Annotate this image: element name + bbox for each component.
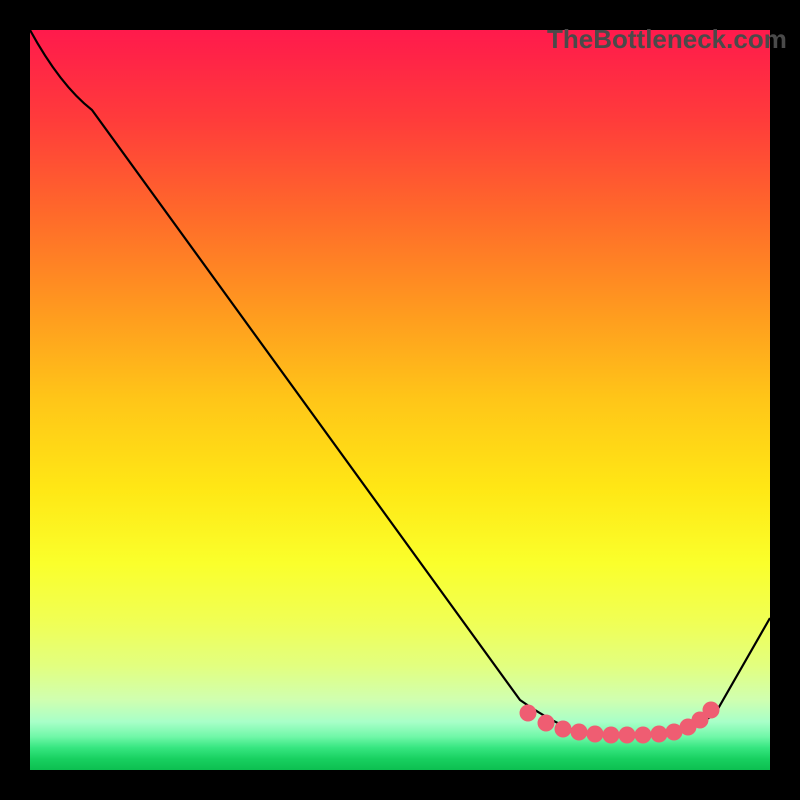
watermark-text: TheBottleneck.com (547, 24, 787, 55)
marker-dot (538, 715, 555, 732)
marker-dot (555, 721, 572, 738)
marker-dot (703, 702, 720, 719)
chart-svg (0, 0, 800, 800)
marker-dot (651, 726, 668, 743)
marker-dot (520, 705, 537, 722)
marker-dot (603, 727, 620, 744)
plot-area (30, 30, 770, 770)
chart-container: TheBottleneck.com (0, 0, 800, 800)
marker-dot (619, 727, 636, 744)
marker-dot (635, 727, 652, 744)
marker-dot (587, 726, 604, 743)
marker-dot (571, 724, 588, 741)
